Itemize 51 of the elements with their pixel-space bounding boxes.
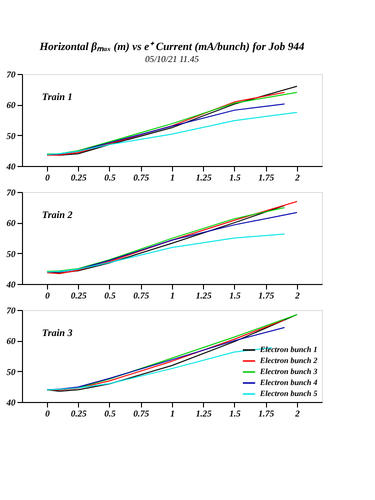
annotation: Train 2 — [42, 210, 72, 221]
y-tick-label: 50 — [6, 248, 16, 259]
x-tick-label: 0.75 — [133, 408, 150, 418]
annotation: Train 1 — [42, 92, 72, 103]
x-tick-label: 1 — [170, 408, 175, 418]
x-tick-label: 2 — [294, 290, 300, 300]
y-tick-label: 50 — [6, 130, 16, 141]
x-tick-label: 0.75 — [133, 290, 150, 300]
chart-title: Horizontal βₘₐₓ (m) vs e⁺ Current (mA/bunch) for Job 944 — [38, 41, 305, 53]
legend-label: Electron bunch 4 — [259, 378, 318, 387]
x-tick-label: 1 — [170, 290, 175, 300]
y-tick-label: 60 — [6, 100, 16, 110]
legend-label: Electron bunch 3 — [259, 367, 318, 376]
x-tick-label: 0 — [45, 408, 50, 418]
x-tick-label: 0 — [45, 172, 50, 182]
x-tick-label: 2 — [294, 408, 300, 418]
x-tick-label: 1.75 — [258, 408, 275, 418]
x-tick-label: 1.5 — [229, 290, 242, 300]
y-tick-label: 70 — [6, 188, 16, 198]
y-tick-label: 60 — [6, 336, 16, 346]
x-tick-label: 1.25 — [196, 408, 212, 418]
y-tick-label: 60 — [6, 218, 16, 228]
y-tick-label: 50 — [6, 366, 16, 377]
y-tick-label: 70 — [6, 70, 16, 80]
x-tick-label: 0.5 — [104, 290, 116, 300]
legend-label: Electron bunch 5 — [259, 389, 318, 398]
x-tick-label: 1.25 — [196, 172, 212, 182]
x-tick-label: 1.75 — [258, 172, 275, 182]
line-series — [46, 234, 285, 273]
y-tick-label: 40 — [6, 398, 16, 408]
x-tick-label: 1.5 — [229, 408, 242, 418]
x-tick-label: 1.75 — [258, 290, 275, 300]
legend-label: Electron bunch 2 — [259, 356, 318, 365]
chart-subtitle: 05/10/21 11.45 — [145, 54, 200, 64]
x-tick-label: 0.25 — [70, 290, 88, 300]
x-tick-label: 0.25 — [70, 172, 88, 182]
x-tick-label: 0.75 — [133, 172, 150, 182]
x-tick-label: 1.25 — [196, 290, 212, 300]
x-tick-label: 0.5 — [104, 172, 116, 182]
x-tick-label: 0 — [45, 290, 50, 300]
x-tick-label: 1.5 — [229, 172, 242, 182]
legend-label: Electron bunch 1 — [259, 345, 318, 354]
x-tick-label: 1 — [170, 172, 175, 182]
y-tick-label: 40 — [6, 162, 16, 172]
x-tick-label: 2 — [294, 172, 300, 182]
y-tick-label: 40 — [6, 280, 16, 290]
x-tick-label: 0.5 — [104, 408, 116, 418]
y-tick-label: 70 — [6, 306, 16, 316]
line-series — [46, 112, 298, 156]
annotation: Train 3 — [42, 328, 72, 339]
x-tick-label: 0.25 — [70, 408, 88, 418]
